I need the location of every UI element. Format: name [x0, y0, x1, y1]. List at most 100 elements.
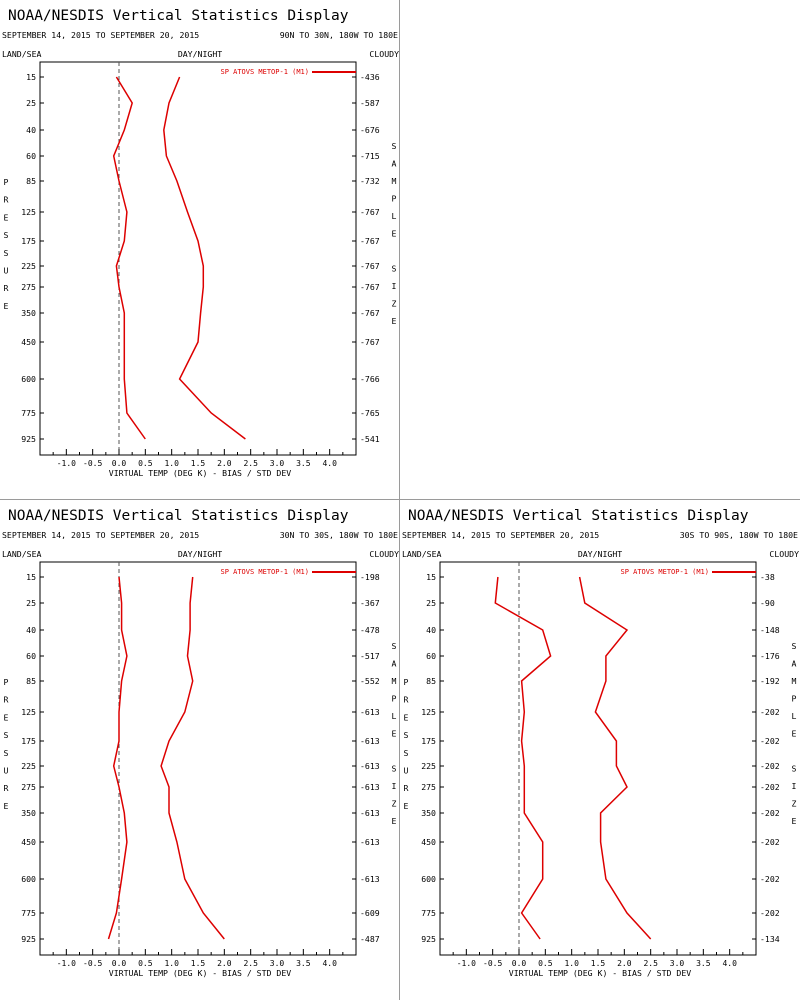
pressure-level-label: 225	[21, 761, 36, 771]
x-tick-label: 2.0	[217, 459, 232, 468]
x-tick-label: 2.5	[243, 959, 258, 968]
sample-size-label: -767	[360, 236, 380, 246]
pressure-level-label: 775	[21, 408, 36, 418]
chart-panel-north: NOAA/NESDIS Vertical Statistics Display S…	[0, 0, 400, 500]
legend-label: SP ATOVS METOP-1 (M1)	[620, 568, 709, 576]
x-tick-label: 1.0	[564, 959, 579, 968]
pressure-level-label: 60	[26, 151, 36, 161]
pressure-level-label: 225	[421, 761, 436, 771]
pressure-level-label: 175	[21, 736, 36, 746]
pressure-level-label: 40	[26, 625, 36, 635]
vertical-stats-chart: NOAA/NESDIS Vertical Statistics Display S…	[2, 8, 399, 478]
x-tick-label: 3.5	[696, 959, 711, 968]
x-tick-label: 1.5	[191, 459, 206, 468]
x-tick-label: 0.5	[538, 959, 553, 968]
sample-size-label: -767	[360, 337, 380, 347]
x-tick-label: -1.0	[57, 959, 76, 968]
sample-size-label: -613	[360, 761, 380, 771]
pressure-level-label: 275	[421, 782, 436, 792]
x-tick-label: 2.5	[243, 459, 258, 468]
x-tick-label: 4.0	[722, 959, 737, 968]
x-axis-label: VIRTUAL TEMP (DEG K) - BIAS / STD DEV	[109, 968, 291, 978]
sample-size-label: -38	[760, 572, 775, 582]
pressure-level-label: 450	[421, 837, 436, 847]
sample-size-label: -134	[760, 934, 780, 944]
x-tick-label: 0.0	[112, 459, 127, 468]
x-tick-label: 2.0	[217, 959, 232, 968]
bias-profile-line	[494, 576, 552, 940]
pressure-level-label: 925	[421, 934, 436, 944]
sample-size-label: -198	[360, 572, 380, 582]
date-range: SEPTEMBER 14, 2015 TO SEPTEMBER 20, 2015	[402, 530, 599, 540]
chart-title: NOAA/NESDIS Vertical Statistics Display	[8, 508, 349, 524]
std-dev-profile-line	[160, 576, 225, 940]
x-tick-label: 3.0	[270, 459, 285, 468]
x-tick-label: 0.5	[138, 959, 153, 968]
legend-label: SP ATOVS METOP-1 (M1)	[220, 568, 309, 576]
chart-panel-south: NOAA/NESDIS Vertical Statistics Display S…	[400, 500, 800, 1000]
pressure-level-label: 40	[426, 625, 436, 635]
x-axis-label: VIRTUAL TEMP (DEG K) - BIAS / STD DEV	[509, 968, 691, 978]
day-night-label: DAY/NIGHT	[578, 549, 622, 559]
x-tick-label: 1.0	[164, 459, 179, 468]
x-tick-label: 0.5	[138, 459, 153, 468]
bias-profile-line	[112, 76, 146, 440]
pressure-level-label: 85	[426, 676, 436, 686]
pressure-level-label: 25	[426, 598, 436, 608]
cloudy-label: CLOUDY	[369, 549, 399, 559]
x-tick-label: 1.5	[591, 959, 606, 968]
x-tick-label: 0.0	[112, 959, 127, 968]
x-tick-label: 2.0	[617, 959, 632, 968]
pressure-level-label: 600	[21, 374, 36, 384]
pressure-level-label: 600	[21, 874, 36, 884]
pressure-level-label: 60	[26, 651, 36, 661]
x-tick-label: 2.5	[643, 959, 658, 968]
pressure-level-label: 775	[421, 908, 436, 918]
sample-size-label: -715	[360, 151, 380, 161]
sample-size-label: -732	[360, 176, 380, 186]
date-range: SEPTEMBER 14, 2015 TO SEPTEMBER 20, 2015	[2, 530, 199, 540]
panel-divider-horizontal	[0, 499, 800, 500]
x-tick-label: 1.0	[164, 959, 179, 968]
sample-size-label: -176	[760, 651, 780, 661]
sample-size-label: -517	[360, 651, 380, 661]
x-tick-label: 4.0	[322, 959, 337, 968]
sample-size-label: -202	[760, 761, 780, 771]
pressure-level-label: 350	[21, 308, 36, 318]
sample-size-label: -552	[360, 676, 380, 686]
chart-title: NOAA/NESDIS Vertical Statistics Display	[8, 8, 349, 24]
sample-size-label: -613	[360, 808, 380, 818]
x-tick-label: -0.5	[83, 459, 102, 468]
pressure-level-label: 600	[421, 874, 436, 884]
x-tick-label: 3.5	[296, 959, 311, 968]
sample-size-label: -767	[360, 282, 380, 292]
pressure-level-label: 225	[21, 261, 36, 271]
x-tick-label: 3.0	[670, 959, 685, 968]
day-night-label: DAY/NIGHT	[178, 549, 222, 559]
x-tick-label: 1.5	[191, 959, 206, 968]
sample-size-label: -202	[760, 736, 780, 746]
date-range: SEPTEMBER 14, 2015 TO SEPTEMBER 20, 2015	[2, 30, 199, 40]
sample-size-label: -202	[760, 874, 780, 884]
sample-size-label: -478	[360, 625, 380, 635]
sample-size-label: -90	[760, 598, 775, 608]
plot-frame	[39, 561, 357, 956]
chart-title: NOAA/NESDIS Vertical Statistics Display	[408, 508, 749, 524]
sample-size-label: -436	[360, 72, 380, 82]
pressure-level-label: 125	[21, 707, 36, 717]
pressure-level-label: 85	[26, 176, 36, 186]
bias-profile-line	[107, 576, 128, 940]
x-tick-label: -1.0	[57, 459, 76, 468]
std-dev-profile-line	[163, 76, 246, 440]
sample-size-label: -587	[360, 98, 380, 108]
sample-size-label: -541	[360, 434, 380, 444]
pressure-level-label: 350	[421, 808, 436, 818]
x-tick-label: 3.5	[296, 459, 311, 468]
region-label: 30S TO 90S, 180W TO 180E	[680, 530, 798, 540]
